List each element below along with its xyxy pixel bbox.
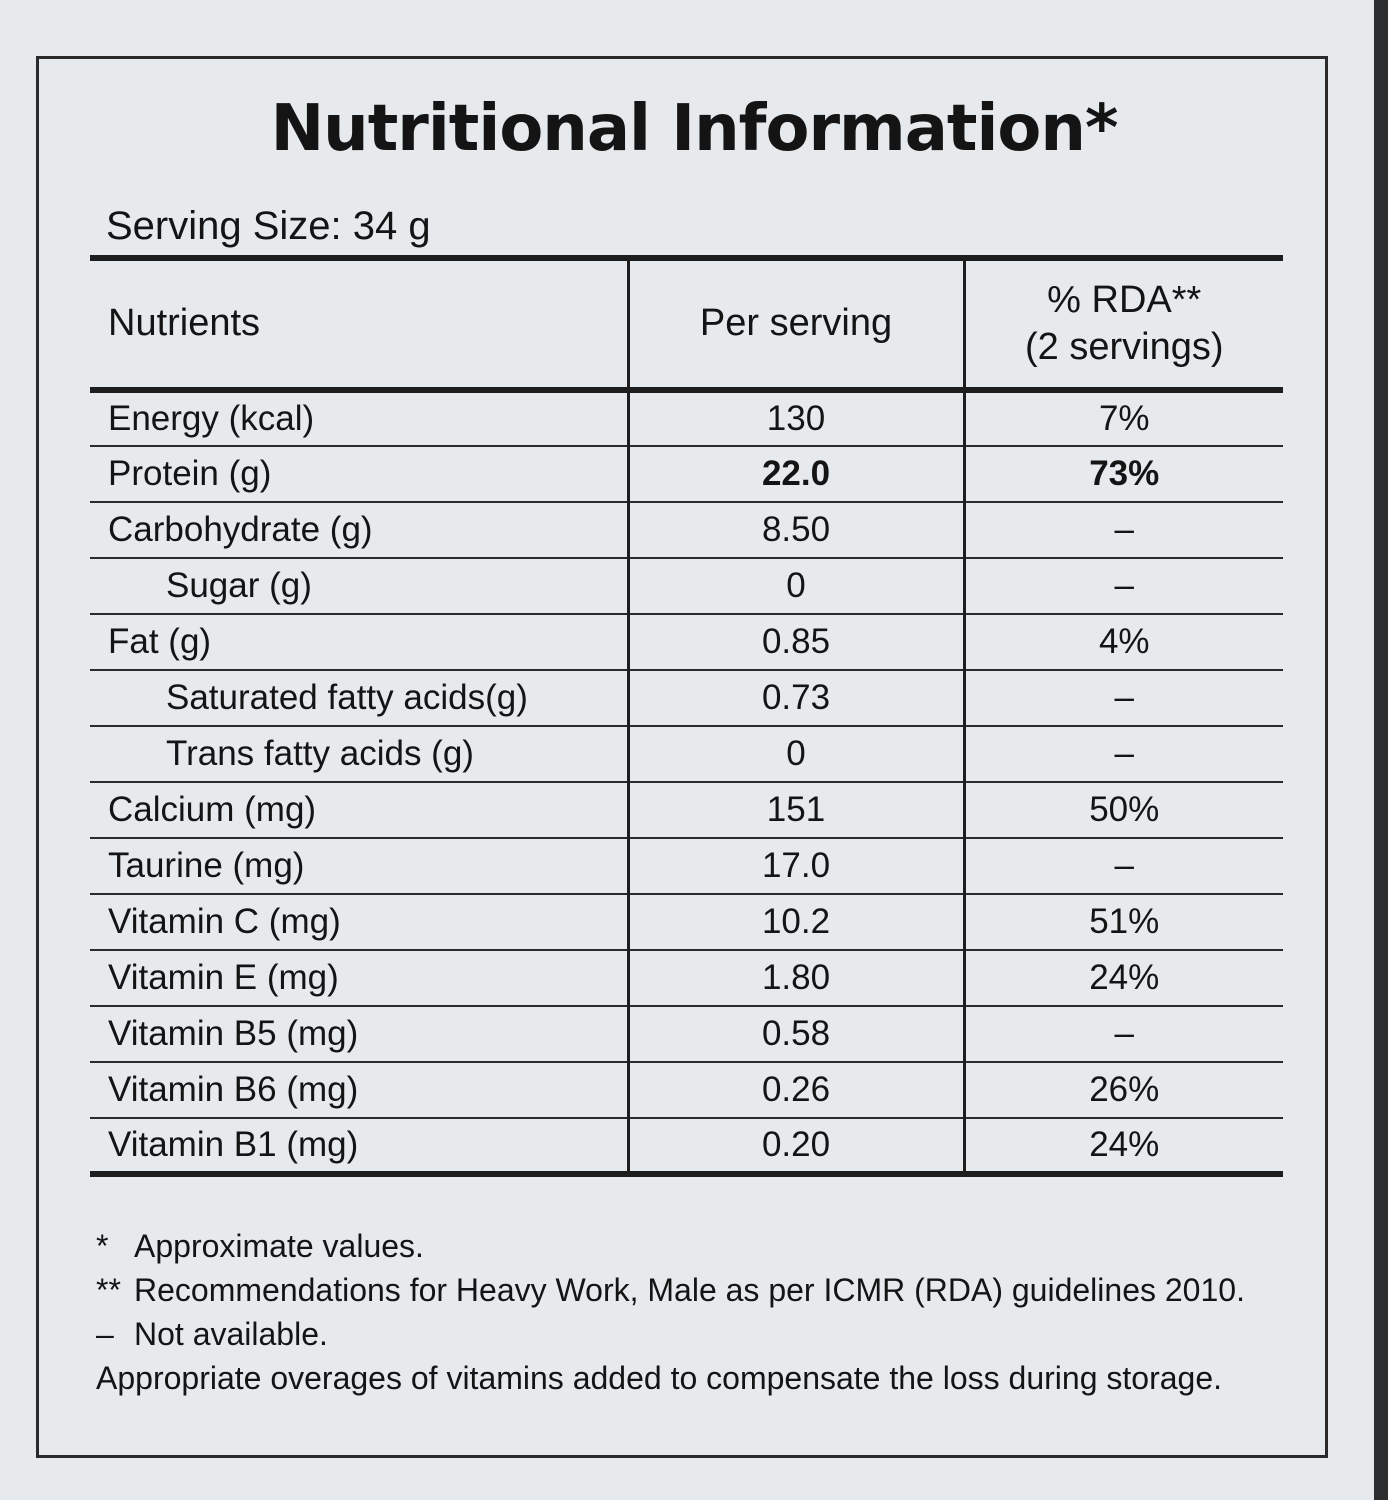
nutrient-name: Trans fatty acids (g)	[90, 726, 628, 783]
table-row: Protein (g) 22.0 73%	[90, 446, 1283, 503]
nutrient-rda: –	[962, 726, 1283, 783]
nutrient-name: Saturated fatty acids(g)	[90, 670, 628, 727]
nutrient-value: 0.20	[626, 1118, 964, 1177]
nutrient-value: 8.50	[626, 502, 964, 559]
nutrient-value: 10.2	[626, 894, 964, 951]
nutrient-value: 0.85	[626, 614, 964, 671]
nutrient-name: Vitamin B6 (mg)	[90, 1062, 628, 1119]
footnote-symbol: –	[96, 1316, 114, 1352]
footnote-symbol: **	[96, 1272, 121, 1308]
nutrient-value: 130	[626, 390, 964, 447]
nutrient-rda: 4%	[962, 614, 1283, 671]
table-row: Taurine (mg) 17.0 –	[90, 838, 1283, 895]
nutrient-value: 0.26	[626, 1062, 964, 1119]
table-row: Energy (kcal) 130 7%	[90, 390, 1283, 447]
nutrition-table: Nutrients Per serving % RDA** (2 serving…	[90, 255, 1283, 1177]
nutrient-value: 151	[626, 782, 964, 839]
nutrient-rda: 26%	[962, 1062, 1283, 1119]
nutrient-value: 0.58	[626, 1006, 964, 1063]
footnote-text: Not available.	[134, 1316, 328, 1352]
nutrient-name: Vitamin B1 (mg)	[90, 1118, 628, 1177]
footnote-approx: * Approximate values.	[96, 1224, 1326, 1268]
nutrient-rda: 24%	[962, 1118, 1283, 1177]
footnote-recommendation: ** Recommendations for Heavy Work, Male a…	[96, 1268, 1326, 1312]
header-rda: % RDA** (2 servings)	[962, 255, 1283, 393]
nutrient-name: Energy (kcal)	[90, 390, 628, 447]
footnote-symbol: *	[96, 1228, 109, 1264]
label-border	[36, 56, 1328, 1458]
footnote-text: Recommendations for Heavy Work, Male as …	[134, 1272, 1245, 1308]
nutrient-rda: 51%	[962, 894, 1283, 951]
footnote-overages: Appropriate overages of vitamins added t…	[96, 1360, 1222, 1396]
nutrient-name: Fat (g)	[90, 614, 628, 671]
nutrient-name: Taurine (mg)	[90, 838, 628, 895]
nutrient-name: Calcium (mg)	[90, 782, 628, 839]
nutrient-name: Protein (g)	[90, 446, 628, 503]
table-row: Trans fatty acids (g) 0 –	[90, 726, 1283, 783]
table-row: Sugar (g) 0 –	[90, 558, 1283, 615]
table-row: Carbohydrate (g) 8.50 –	[90, 502, 1283, 559]
nutrient-rda: –	[962, 502, 1283, 559]
table-row: Vitamin B5 (mg) 0.58 –	[90, 1006, 1283, 1063]
nutrient-value: 22.0	[626, 446, 964, 503]
header-rda-line2: (2 servings)	[1025, 326, 1224, 368]
table-row: Saturated fatty acids(g) 0.73 –	[90, 670, 1283, 727]
table-row: Vitamin E (mg) 1.80 24%	[90, 950, 1283, 1007]
table-row: Vitamin B6 (mg) 0.26 26%	[90, 1062, 1283, 1119]
nutrient-rda: 73%	[962, 446, 1283, 503]
footnote-not-available: – Not available.	[96, 1312, 1326, 1356]
nutrient-name: Sugar (g)	[90, 558, 628, 615]
header-per-serving: Per serving	[626, 255, 964, 393]
table-header-row: Nutrients Per serving % RDA** (2 serving…	[90, 255, 1283, 393]
nutrient-rda: –	[962, 1006, 1283, 1063]
nutrient-value: 0	[626, 558, 964, 615]
nutrient-value: 0	[626, 726, 964, 783]
nutrient-rda: 50%	[962, 782, 1283, 839]
table-row: Calcium (mg) 151 50%	[90, 782, 1283, 839]
header-rda-line1: % RDA**	[1047, 278, 1202, 321]
footnote-text: Approximate values.	[134, 1228, 424, 1264]
nutrient-rda: 24%	[962, 950, 1283, 1007]
nutrient-rda: –	[962, 558, 1283, 615]
table-row: Vitamin B1 (mg) 0.20 24%	[90, 1118, 1283, 1177]
nutrient-name: Carbohydrate (g)	[90, 502, 628, 559]
nutrient-rda: –	[962, 670, 1283, 727]
nutrient-name: Vitamin C (mg)	[90, 894, 628, 951]
nutrient-name: Vitamin E (mg)	[90, 950, 628, 1007]
table-row: Fat (g) 0.85 4%	[90, 614, 1283, 671]
header-nutrients: Nutrients	[90, 255, 628, 393]
table-row: Vitamin C (mg) 10.2 51%	[90, 894, 1283, 951]
footnotes: * Approximate values. ** Recommendations f…	[96, 1224, 1326, 1400]
nutrient-value: 17.0	[626, 838, 964, 895]
nutrient-name: Vitamin B5 (mg)	[90, 1006, 628, 1063]
nutrient-value: 0.73	[626, 670, 964, 727]
serving-size: Serving Size: 34 g	[106, 204, 431, 248]
label-title: Nutritional Information*	[270, 92, 1119, 166]
nutrient-value: 1.80	[626, 950, 964, 1007]
nutrient-rda: 7%	[962, 390, 1283, 447]
nutrient-rda: –	[962, 838, 1283, 895]
